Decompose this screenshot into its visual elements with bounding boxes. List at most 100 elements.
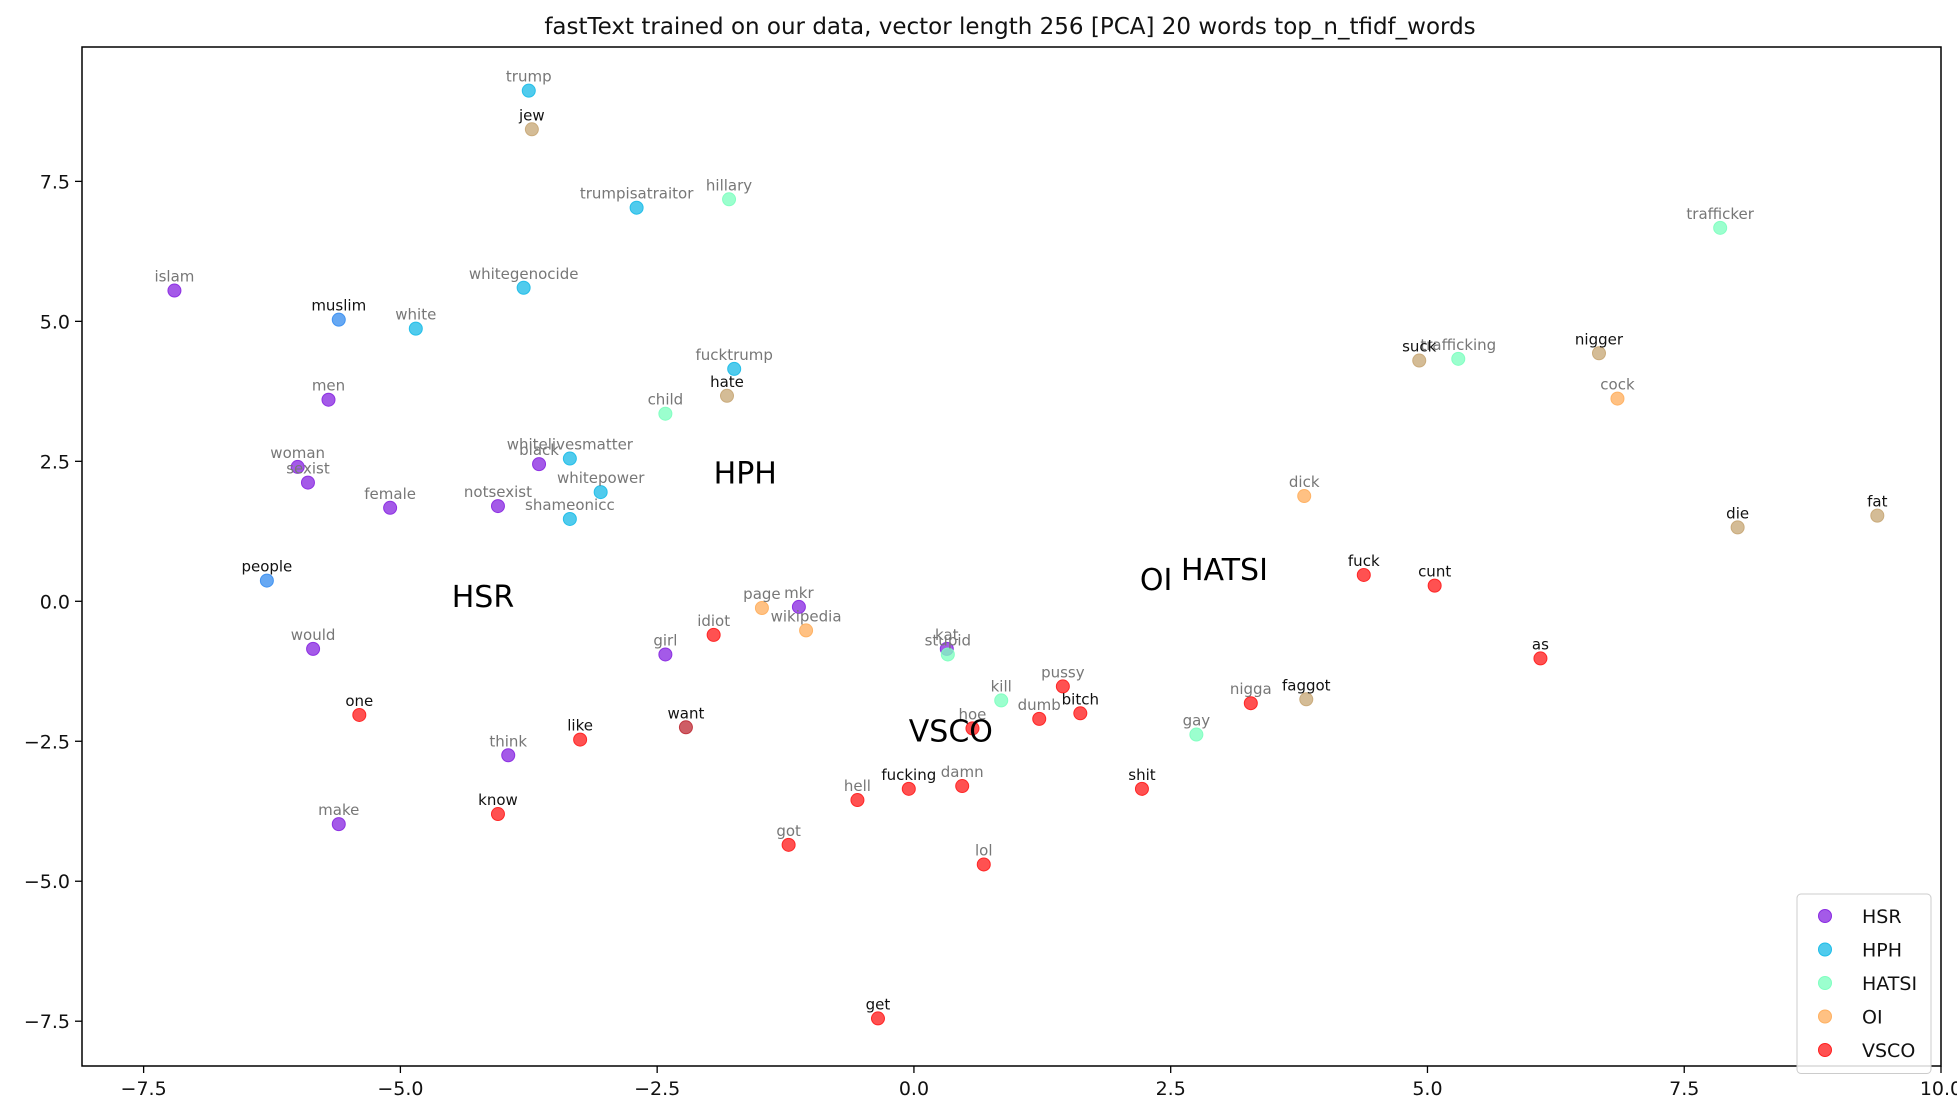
point-label-trafficking: trafficking bbox=[1420, 336, 1496, 354]
point-label-make: make bbox=[318, 801, 359, 819]
point-shit bbox=[1134, 781, 1149, 796]
point-label-think: think bbox=[489, 732, 527, 750]
point-label-damn: damn bbox=[941, 763, 984, 781]
point-one bbox=[352, 707, 367, 722]
point-label-white: white bbox=[395, 306, 436, 324]
point-female bbox=[383, 500, 398, 515]
point-white bbox=[408, 321, 423, 336]
point-label-fuck: fuck bbox=[1348, 552, 1380, 570]
point-got bbox=[781, 837, 796, 852]
point-label-notsexist: notsexist bbox=[464, 483, 532, 501]
point-label-hate: hate bbox=[710, 373, 744, 391]
legend-marker-hph bbox=[1818, 942, 1832, 957]
point-label-stupid: stupid bbox=[925, 631, 971, 649]
legend-label-hatsi: HATSI bbox=[1862, 973, 1917, 995]
point-know bbox=[490, 807, 505, 822]
point-hell bbox=[850, 793, 865, 808]
point-label-sexist: sexist bbox=[286, 460, 330, 478]
y-tick-label: 5.0 bbox=[40, 311, 70, 333]
point-label-trafficker: trafficker bbox=[1686, 205, 1754, 223]
point-label-shameonicc: shameonicc bbox=[525, 496, 615, 514]
point-label-idiot: idiot bbox=[697, 612, 730, 630]
point-page bbox=[754, 601, 769, 616]
point-suck bbox=[1412, 353, 1427, 368]
point-dumb bbox=[1032, 711, 1047, 726]
point-label-muslim: muslim bbox=[311, 297, 366, 315]
point-label-nigga: nigga bbox=[1230, 680, 1272, 698]
y-tick-label: 0.0 bbox=[40, 591, 70, 613]
legend-marker-hsr bbox=[1818, 909, 1832, 923]
legend-label-oi: OI bbox=[1862, 1007, 1883, 1029]
point-islam bbox=[167, 283, 182, 298]
point-label-hoe: hoe bbox=[959, 705, 987, 723]
y-tick-label: −2.5 bbox=[24, 731, 70, 753]
point-dick bbox=[1297, 489, 1312, 504]
point-cunt bbox=[1427, 578, 1442, 593]
point-black bbox=[532, 457, 547, 472]
y-tick-label: −7.5 bbox=[24, 1011, 70, 1033]
point-wikipedia bbox=[799, 623, 814, 638]
cluster-label-vsco: VSCO bbox=[909, 714, 993, 749]
point-would bbox=[306, 641, 321, 656]
point-notsexist bbox=[490, 499, 505, 514]
point-label-bitch: bitch bbox=[1062, 690, 1099, 708]
point-faggot bbox=[1299, 692, 1314, 707]
point-sexist bbox=[300, 475, 315, 490]
point-shameonicc bbox=[562, 511, 577, 526]
point-label-black: black bbox=[519, 441, 559, 459]
point-label-die: die bbox=[1726, 504, 1749, 522]
point-whitegenocide bbox=[516, 280, 531, 295]
point-die bbox=[1730, 520, 1745, 535]
point-trafficking bbox=[1451, 351, 1466, 366]
point-gay bbox=[1189, 727, 1204, 742]
point-label-whitepower: whitepower bbox=[557, 469, 645, 487]
legend-label-vsco: VSCO bbox=[1862, 1040, 1915, 1062]
point-as bbox=[1533, 651, 1548, 666]
cluster-label-hph: HPH bbox=[714, 457, 777, 492]
cluster-labels-layer: HPH HSR OI HATSI VSCO bbox=[452, 457, 1268, 750]
point-child bbox=[658, 406, 673, 421]
legend-marker-oi bbox=[1818, 1009, 1832, 1024]
point-label-fucking: fucking bbox=[881, 766, 936, 784]
point-get bbox=[870, 1011, 885, 1026]
axis-ticks: −7.5 −5.0 −2.5 0.0 2.5 5.0 7.5 10.0 −7.5 −5.0 −2.5… bbox=[24, 171, 1957, 1100]
point-think bbox=[501, 748, 516, 763]
points-layer bbox=[167, 83, 1885, 1026]
point-label-nigger: nigger bbox=[1575, 330, 1624, 348]
point-label-gay: gay bbox=[1183, 712, 1211, 730]
cluster-label-hatsi: HATSI bbox=[1181, 553, 1268, 588]
point-label-know: know bbox=[478, 791, 518, 809]
point-fuck bbox=[1356, 567, 1371, 582]
legend-label-hph: HPH bbox=[1862, 940, 1902, 962]
point-men bbox=[321, 392, 336, 407]
point-label-fucktrump: fucktrump bbox=[695, 346, 772, 364]
point-label-child: child bbox=[648, 391, 684, 409]
point-label-girl: girl bbox=[653, 631, 677, 649]
point-label-mkr: mkr bbox=[784, 584, 814, 602]
point-trump bbox=[521, 83, 536, 98]
point-girl bbox=[658, 647, 673, 662]
point-trafficker bbox=[1713, 220, 1728, 235]
x-tick-label: −7.5 bbox=[121, 1078, 167, 1100]
point-label-got: got bbox=[776, 822, 801, 840]
point-label-suck: suck bbox=[1402, 338, 1437, 356]
legend-marker-vsco bbox=[1818, 1043, 1832, 1057]
point-muslim bbox=[331, 312, 346, 327]
point-label-islam: islam bbox=[154, 268, 194, 286]
point-mkr bbox=[791, 599, 806, 614]
point-label-whitegenocide: whitegenocide bbox=[469, 265, 579, 283]
point-hoe bbox=[965, 721, 980, 736]
x-tick-label: 10.0 bbox=[1920, 1078, 1957, 1100]
cluster-label-hsr: HSR bbox=[452, 580, 514, 615]
point-label-kat: kat bbox=[935, 626, 959, 644]
chart-title: fastText trained on our data, vector len… bbox=[544, 14, 1475, 40]
point-stupid bbox=[940, 647, 955, 662]
point-label-would: would bbox=[291, 626, 336, 644]
y-tick-label: −5.0 bbox=[24, 871, 70, 893]
point-label-female: female bbox=[364, 485, 416, 503]
point-label-hell: hell bbox=[844, 777, 871, 795]
point-hate bbox=[720, 388, 735, 403]
point-label-shit: shit bbox=[1128, 766, 1155, 784]
x-tick-label: 5.0 bbox=[1412, 1078, 1442, 1100]
